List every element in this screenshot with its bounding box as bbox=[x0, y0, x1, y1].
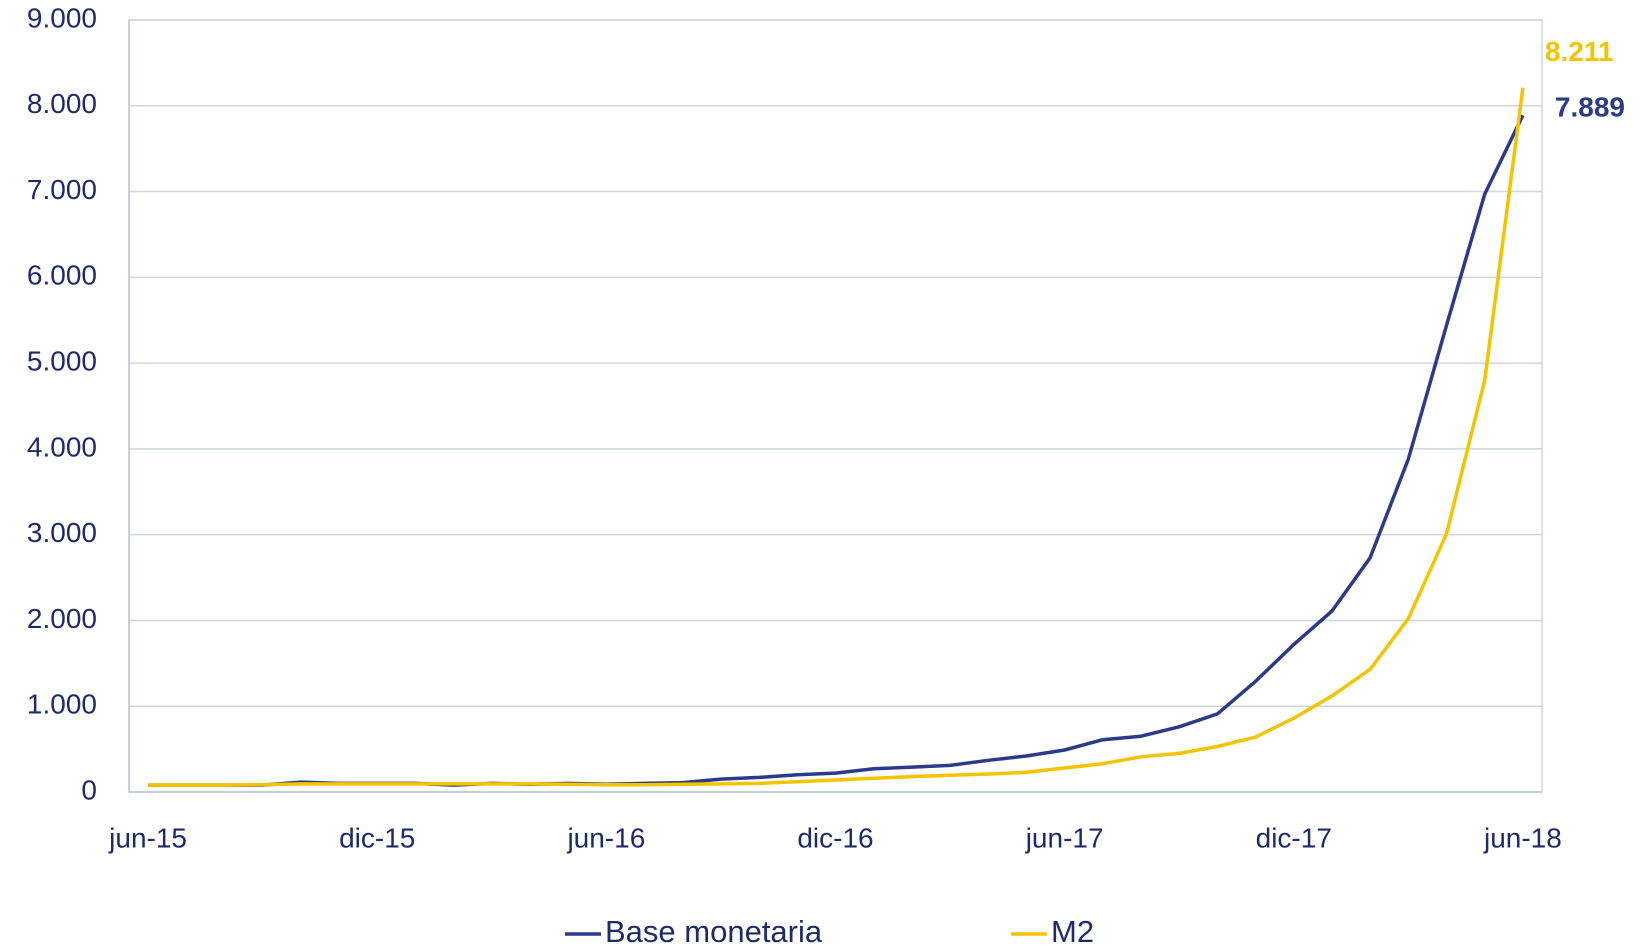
y-tick-label: 1.000 bbox=[27, 689, 97, 720]
y-tick-label: 2.000 bbox=[27, 603, 97, 634]
plot-area bbox=[128, 19, 1543, 793]
y-tick-label: 0 bbox=[81, 774, 97, 805]
x-tick-label: dic-16 bbox=[797, 822, 873, 853]
y-tick-label: 6.000 bbox=[27, 260, 97, 291]
y-tick-label: 7.000 bbox=[27, 174, 97, 205]
legend-label: Base monetaria bbox=[605, 914, 823, 947]
x-tick-label: jun-18 bbox=[1483, 822, 1562, 853]
series-line bbox=[148, 87, 1525, 787]
y-tick-label: 5.000 bbox=[27, 346, 97, 377]
y-tick-label: 8.000 bbox=[27, 88, 97, 119]
value-label: 7.889 bbox=[1555, 92, 1625, 123]
x-tick-label: jun-16 bbox=[566, 822, 645, 853]
y-tick-label: 9.000 bbox=[27, 2, 97, 33]
x-tick-label: jun-15 bbox=[108, 822, 187, 853]
x-tick-label: dic-15 bbox=[339, 822, 415, 853]
y-tick-label: 3.000 bbox=[27, 517, 97, 548]
x-tick-label: dic-17 bbox=[1256, 822, 1332, 853]
x-tick-label: jun-17 bbox=[1025, 822, 1104, 853]
series-line bbox=[148, 114, 1525, 787]
y-tick-label: 4.000 bbox=[27, 431, 97, 462]
value-label: 8.211 bbox=[1545, 36, 1614, 67]
legend-label: M2 bbox=[1051, 914, 1094, 947]
